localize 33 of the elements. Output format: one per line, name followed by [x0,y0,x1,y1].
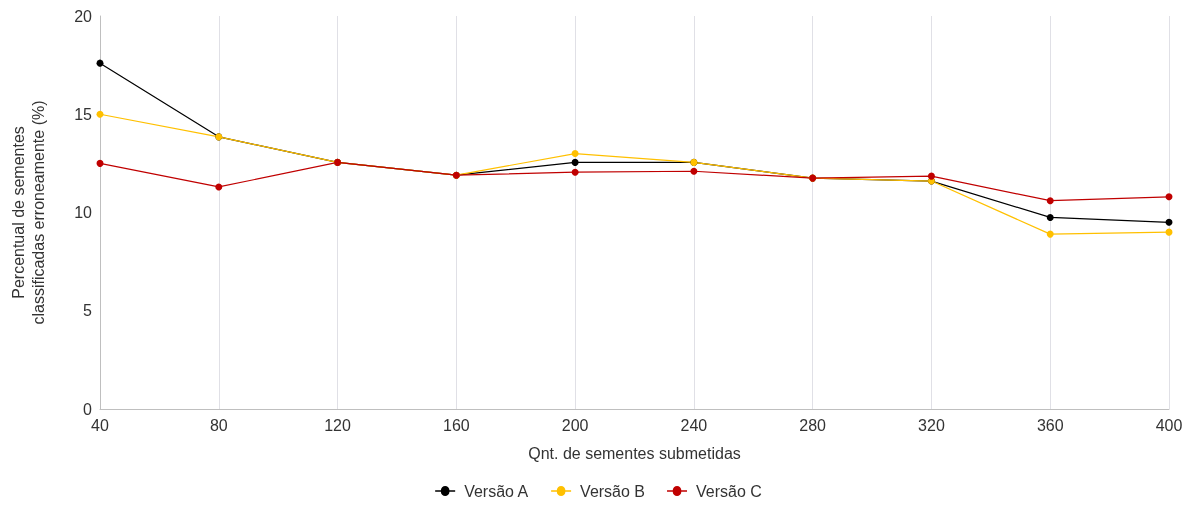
x-tick-label: 80 [209,416,228,434]
x-tick-label: 160 [442,416,470,434]
x-tick-label: 360 [1036,416,1064,434]
x-tick-label: 200 [561,416,589,434]
y-tick-label: 5 [83,302,93,320]
point [927,172,935,180]
legend-label: Versão A [464,482,529,500]
point [215,183,223,191]
y-tick-label: 10 [74,204,93,221]
x-tick-label: 320 [918,416,945,434]
point [96,159,104,167]
point [96,110,104,118]
point [690,167,698,175]
point [1046,213,1054,221]
y-axis-title: Percentual de sementes classificadas erroneamente (%) [9,100,47,325]
point [1046,197,1054,205]
y-tick-label: 20 [74,7,93,25]
legend-label: Versão B [580,482,646,500]
x-tick-label: 120 [324,416,351,434]
legend-label: Versão C [696,482,762,500]
x-axis-title: Qnt. de sementes submetidas [528,444,741,462]
point [571,150,579,158]
x-tick-label: 280 [799,416,827,434]
point [1165,218,1173,226]
y-tick-label: 0 [83,400,93,418]
point [1046,230,1054,238]
y-tick-label: 15 [74,105,93,123]
x-tick-label: 240 [680,416,708,434]
point [571,168,579,176]
point [571,158,579,166]
point [1165,193,1173,201]
x-tick-label: 400 [1155,416,1183,434]
x-tick-label: 40 [91,416,109,434]
